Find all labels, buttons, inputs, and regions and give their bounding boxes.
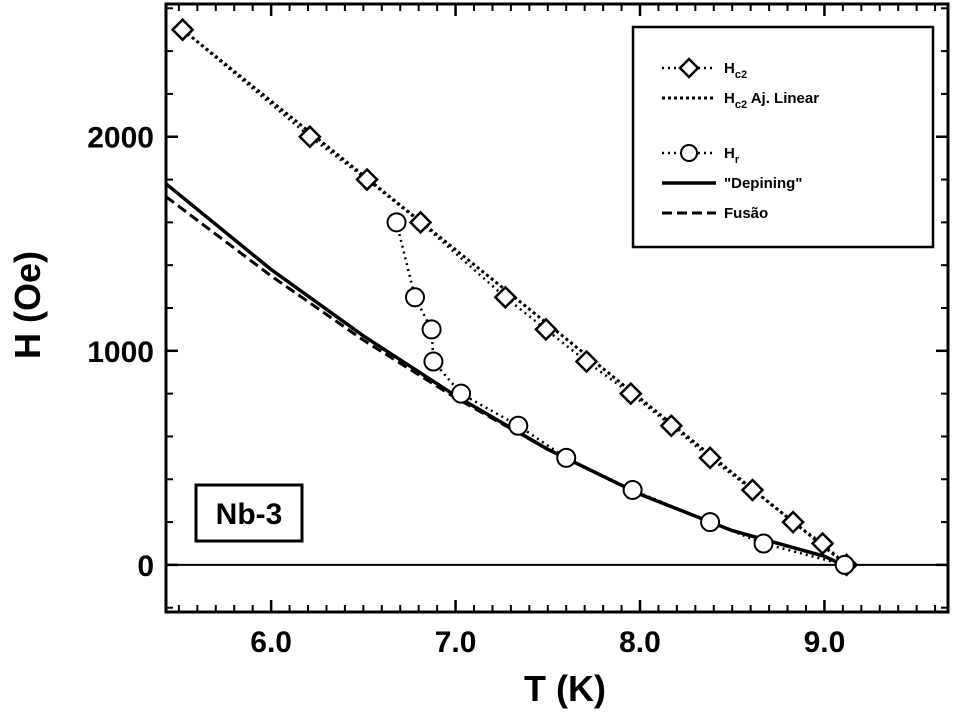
legend-label-2: Hr — [724, 145, 740, 166]
data-point-hr — [508, 415, 529, 436]
data-point-hr — [700, 512, 721, 533]
data-point-hc2 — [170, 17, 195, 42]
data-point-hc2 — [810, 531, 835, 556]
data-point-hr — [834, 554, 855, 575]
y-axis-title: H (Oe) — [7, 251, 48, 359]
legend: Hc2 Hc2 Aj. Linear Hr "Depining" Fusão — [631, 25, 935, 249]
data-point-hc2 — [740, 478, 765, 502]
annotation-box — [194, 483, 304, 543]
data-point-hc2 — [298, 124, 322, 149]
x-tick-label: 9.0 — [804, 626, 846, 659]
data-point-hr — [451, 383, 472, 404]
y-tick-label: 0 — [137, 550, 154, 583]
series-line-4 — [166, 195, 844, 567]
data-point-hc2 — [408, 210, 433, 235]
x-axis-title: T (K) — [524, 668, 606, 709]
data-point-hr — [556, 447, 577, 468]
annotation-layer: Nb-3 — [194, 483, 304, 543]
data-point-hc2 — [781, 510, 805, 534]
x-tick-label: 8.0 — [619, 626, 661, 659]
annotation-label: Nb-3 — [216, 498, 283, 531]
data-point-hc2 — [355, 167, 379, 192]
data-point-hc2 — [574, 349, 599, 374]
x-tick-label: 7.0 — [435, 626, 477, 659]
y-tick-label: 1000 — [87, 336, 154, 369]
data-point-hr — [386, 212, 407, 233]
legend-label-4: Fusão — [724, 205, 768, 222]
data-point-hc2 — [619, 381, 643, 406]
legend-label-3: "Depining" — [724, 175, 802, 192]
data-point-hc2 — [698, 446, 722, 470]
axes-layer: 6.0 7.0 8.0 9.0 0 1000 2000 — [87, 2, 950, 659]
x-tick-label: 6.0 — [250, 626, 292, 659]
markers-layer — [170, 17, 859, 577]
data-point-hc2 — [493, 285, 518, 310]
legend-marker-diamond — [678, 57, 700, 79]
legend-marker-circle — [680, 144, 698, 162]
data-point-hc2 — [659, 413, 684, 438]
y-tick-label: 2000 — [87, 122, 154, 155]
data-point-hr — [753, 533, 774, 554]
data-point-hr — [423, 351, 444, 372]
legend-label-1: Hc2 Aj. Linear — [724, 90, 819, 111]
data-point-hr — [421, 319, 442, 340]
data-point-hr — [404, 287, 425, 308]
data-point-hc2 — [534, 317, 558, 342]
data-point-hr — [622, 479, 643, 500]
legend-label-0: Hc2 — [724, 60, 747, 81]
